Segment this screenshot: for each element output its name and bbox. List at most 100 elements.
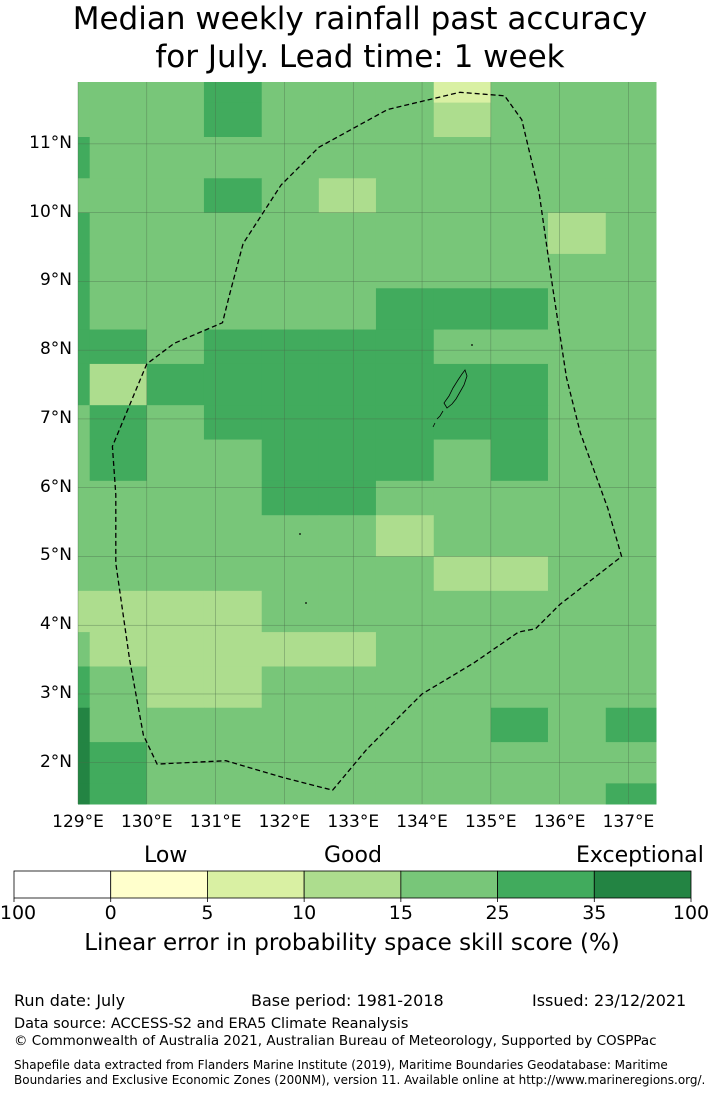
category-good: Good bbox=[324, 843, 382, 868]
grid-cell bbox=[605, 329, 657, 365]
grid-cell bbox=[203, 439, 263, 482]
grid-cell bbox=[433, 783, 492, 805]
grid-cell bbox=[89, 632, 148, 667]
grid-cell bbox=[318, 288, 377, 331]
grid-cell bbox=[203, 102, 263, 138]
grid-cell bbox=[433, 102, 492, 138]
data-source: Data source: ACCESS-S2 and ERA5 Climate … bbox=[14, 1016, 409, 1032]
grid-cell bbox=[89, 783, 148, 805]
issued-date: Issued: 23/12/2021 bbox=[532, 991, 687, 1010]
grid-cell bbox=[547, 439, 607, 482]
grid-cell bbox=[261, 253, 320, 289]
grid-cell bbox=[605, 288, 657, 331]
grid-cell bbox=[146, 590, 205, 633]
grid-cell bbox=[78, 288, 91, 331]
grid-cell bbox=[375, 439, 435, 482]
longitude-label: 130°E bbox=[120, 812, 173, 832]
grid-cell bbox=[318, 253, 377, 289]
grid-cell bbox=[547, 480, 607, 516]
grid-cell bbox=[261, 212, 320, 255]
grid-cell bbox=[490, 363, 549, 406]
grid-cell bbox=[261, 102, 320, 138]
grid-cell bbox=[547, 102, 607, 138]
grid-cell bbox=[78, 590, 91, 633]
colorbar-segment bbox=[593, 870, 692, 899]
graticule bbox=[77, 82, 656, 804]
grid-cell bbox=[89, 590, 148, 633]
grid-cell bbox=[433, 556, 492, 592]
grid-cell bbox=[261, 515, 320, 557]
grid-cell bbox=[605, 405, 657, 441]
colorbar-tick-label: 15 bbox=[388, 902, 413, 924]
grid-cell bbox=[89, 178, 148, 214]
pulo-anna-island bbox=[305, 602, 307, 604]
grid-cell bbox=[203, 82, 263, 104]
grid-cell bbox=[547, 137, 607, 179]
grid-cell bbox=[547, 632, 607, 667]
grid-cell bbox=[89, 102, 148, 138]
sonsorol-island bbox=[299, 533, 301, 535]
grid-cell bbox=[490, 253, 549, 289]
colorbar-segment bbox=[497, 870, 595, 899]
grid-cell bbox=[605, 102, 657, 138]
grid-cell bbox=[78, 439, 91, 482]
longitude-label: 131°E bbox=[189, 812, 242, 832]
grid-cell bbox=[78, 666, 91, 709]
grid-cell bbox=[605, 666, 657, 709]
grid-cell bbox=[375, 480, 435, 516]
grid-cell bbox=[78, 515, 91, 557]
copyright: © Commonwealth of Australia 2021, Austra… bbox=[14, 1033, 657, 1049]
grid-cell bbox=[261, 329, 320, 365]
grid-cell bbox=[78, 178, 91, 214]
grid-cell bbox=[146, 212, 205, 255]
grid-cell bbox=[375, 137, 435, 179]
grid-cell bbox=[261, 556, 320, 592]
grid-cell bbox=[261, 707, 320, 743]
grid-cell bbox=[375, 590, 435, 633]
grid-cell bbox=[433, 590, 492, 633]
latitude-label: 5°N bbox=[39, 545, 72, 566]
latitude-label: 7°N bbox=[39, 407, 72, 428]
title-line-2: for July. Lead time: 1 week bbox=[155, 39, 565, 75]
grid-cell bbox=[318, 515, 377, 557]
grid-cell bbox=[547, 666, 607, 709]
longitude-label: 136°E bbox=[533, 812, 586, 832]
grid-cell bbox=[490, 212, 549, 255]
grid-cell bbox=[605, 178, 657, 214]
grid-cell bbox=[547, 329, 607, 365]
grid-cell bbox=[318, 329, 377, 365]
islands bbox=[299, 344, 473, 604]
grid-cell bbox=[146, 405, 205, 441]
grid-cell bbox=[547, 707, 607, 743]
latitude-label: 8°N bbox=[39, 339, 72, 360]
grid-cell bbox=[547, 288, 607, 331]
grid-cell bbox=[490, 707, 549, 743]
grid-cell bbox=[89, 405, 148, 441]
grid-cell bbox=[490, 439, 549, 482]
grid-cell bbox=[433, 288, 492, 331]
grid-cell bbox=[261, 480, 320, 516]
grid-cell bbox=[78, 783, 91, 805]
colorbar bbox=[13, 870, 692, 902]
grid-cell bbox=[203, 590, 263, 633]
grid-cell bbox=[203, 556, 263, 592]
grid-cell bbox=[318, 590, 377, 633]
grid-cell bbox=[146, 102, 205, 138]
colorbar-segment bbox=[110, 870, 208, 899]
grid-cell bbox=[433, 212, 492, 255]
grid-cell bbox=[433, 439, 492, 482]
grid-cell bbox=[375, 82, 435, 104]
colorbar-tick-label: 10 bbox=[292, 902, 317, 924]
grid-cell bbox=[261, 632, 320, 667]
grid-cell bbox=[146, 288, 205, 331]
grid-cell bbox=[547, 590, 607, 633]
grid-cell bbox=[78, 363, 91, 406]
grid-cell bbox=[146, 253, 205, 289]
grid-cell bbox=[375, 178, 435, 214]
grid-cell bbox=[318, 666, 377, 709]
grid-cell bbox=[490, 137, 549, 179]
grid-cell bbox=[490, 666, 549, 709]
grid-cell bbox=[78, 253, 91, 289]
grid-cell bbox=[261, 288, 320, 331]
